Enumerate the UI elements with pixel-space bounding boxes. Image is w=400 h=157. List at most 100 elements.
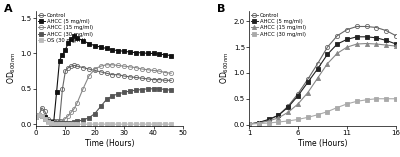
AHCC (30 mg/ml) <box>247 123 252 125</box>
AHCC (15 mg/ml) <box>57 122 62 124</box>
AHCC (5 mg/ml) <box>345 38 350 40</box>
AHCC (15 mg/ml) <box>384 44 389 46</box>
OS (30 mg/ml) <box>151 123 156 125</box>
OS (30 mg/ml) <box>36 114 41 116</box>
Control <box>306 78 310 80</box>
Text: B: B <box>217 4 225 14</box>
OS (30 mg/ml) <box>92 123 97 125</box>
AHCC (30 mg/ml) <box>394 98 398 100</box>
AHCC (30 mg/ml) <box>60 122 65 124</box>
AHCC (15 mg/ml) <box>98 65 103 67</box>
AHCC (15 mg/ml) <box>122 65 126 67</box>
AHCC (15 mg/ml) <box>306 92 310 94</box>
AHCC (30 mg/ml) <box>81 119 86 121</box>
AHCC (15 mg/ml) <box>354 43 359 45</box>
AHCC (5 mg/ml) <box>384 39 389 41</box>
AHCC (5 mg/ml) <box>128 51 132 53</box>
AHCC (15 mg/ml) <box>286 111 291 113</box>
AHCC (30 mg/ml) <box>345 103 350 105</box>
OS (30 mg/ml) <box>104 123 109 125</box>
Line: AHCC (5 mg/ml): AHCC (5 mg/ml) <box>247 35 398 126</box>
AHCC (15 mg/ml) <box>42 118 47 119</box>
AHCC (15 mg/ml) <box>296 103 300 105</box>
OS (30 mg/ml) <box>169 123 174 125</box>
AHCC (30 mg/ml) <box>98 106 103 107</box>
OS (30 mg/ml) <box>139 123 144 125</box>
AHCC (30 mg/ml) <box>63 122 68 124</box>
AHCC (30 mg/ml) <box>92 113 97 114</box>
AHCC (30 mg/ml) <box>110 95 115 97</box>
AHCC (30 mg/ml) <box>86 117 91 119</box>
Control <box>51 120 56 122</box>
Control <box>45 118 50 119</box>
AHCC (5 mg/ml) <box>63 49 68 51</box>
AHCC (5 mg/ml) <box>69 38 74 40</box>
AHCC (5 mg/ml) <box>394 43 398 45</box>
AHCC (15 mg/ml) <box>69 111 74 113</box>
AHCC (5 mg/ml) <box>374 37 379 39</box>
AHCC (15 mg/ml) <box>163 72 168 73</box>
AHCC (5 mg/ml) <box>354 36 359 38</box>
AHCC (5 mg/ml) <box>157 53 162 55</box>
Control <box>122 75 126 77</box>
AHCC (30 mg/ml) <box>104 98 109 100</box>
AHCC (5 mg/ml) <box>81 40 86 42</box>
AHCC (5 mg/ml) <box>60 54 65 56</box>
AHCC (5 mg/ml) <box>134 52 138 54</box>
Line: AHCC (30 mg/ml): AHCC (30 mg/ml) <box>247 97 398 126</box>
AHCC (15 mg/ml) <box>266 120 271 122</box>
AHCC (5 mg/ml) <box>48 121 53 123</box>
AHCC (15 mg/ml) <box>81 88 86 90</box>
AHCC (15 mg/ml) <box>276 117 281 119</box>
OS (30 mg/ml) <box>69 123 74 125</box>
Control <box>335 35 340 37</box>
Control <box>75 65 80 67</box>
Control <box>256 122 261 123</box>
AHCC (15 mg/ml) <box>63 118 68 119</box>
Line: AHCC (15 mg/ml): AHCC (15 mg/ml) <box>34 63 173 126</box>
Control <box>374 27 379 28</box>
AHCC (30 mg/ml) <box>40 115 44 117</box>
Control <box>276 114 281 116</box>
OS (30 mg/ml) <box>63 123 68 125</box>
AHCC (5 mg/ml) <box>364 36 369 38</box>
AHCC (5 mg/ml) <box>335 43 340 45</box>
Control <box>86 68 91 70</box>
OS (30 mg/ml) <box>72 123 77 125</box>
AHCC (30 mg/ml) <box>54 122 59 124</box>
AHCC (15 mg/ml) <box>66 115 71 117</box>
AHCC (15 mg/ml) <box>60 120 65 122</box>
AHCC (5 mg/ml) <box>98 46 103 48</box>
OS (30 mg/ml) <box>42 118 47 120</box>
AHCC (15 mg/ml) <box>315 77 320 79</box>
AHCC (15 mg/ml) <box>134 67 138 68</box>
OS (30 mg/ml) <box>40 115 44 117</box>
AHCC (15 mg/ml) <box>157 70 162 72</box>
AHCC (30 mg/ml) <box>157 88 162 90</box>
AHCC (5 mg/ml) <box>34 116 38 118</box>
AHCC (5 mg/ml) <box>139 52 144 54</box>
OS (30 mg/ml) <box>34 116 38 118</box>
AHCC (5 mg/ml) <box>286 106 291 108</box>
AHCC (5 mg/ml) <box>36 114 41 116</box>
Control <box>104 72 109 74</box>
AHCC (30 mg/ml) <box>374 98 379 100</box>
Legend: Control, AHCC (5 mg/ml), AHCC (15 mg/ml), AHCC (30 mg/ml): Control, AHCC (5 mg/ml), AHCC (15 mg/ml)… <box>250 12 306 37</box>
AHCC (15 mg/ml) <box>151 70 156 71</box>
AHCC (5 mg/ml) <box>75 37 80 39</box>
OS (30 mg/ml) <box>81 123 86 125</box>
AHCC (15 mg/ml) <box>116 65 121 66</box>
Control <box>98 71 103 73</box>
AHCC (5 mg/ml) <box>54 91 59 93</box>
AHCC (30 mg/ml) <box>325 111 330 113</box>
AHCC (30 mg/ml) <box>48 122 53 124</box>
Control <box>315 63 320 65</box>
AHCC (5 mg/ml) <box>86 43 91 44</box>
AHCC (5 mg/ml) <box>247 123 252 125</box>
AHCC (30 mg/ml) <box>75 120 80 122</box>
Y-axis label: OD$_{600nm}$: OD$_{600nm}$ <box>218 52 231 84</box>
AHCC (30 mg/ml) <box>335 107 340 108</box>
AHCC (5 mg/ml) <box>66 42 71 44</box>
AHCC (30 mg/ml) <box>72 121 77 123</box>
AHCC (5 mg/ml) <box>151 52 156 54</box>
